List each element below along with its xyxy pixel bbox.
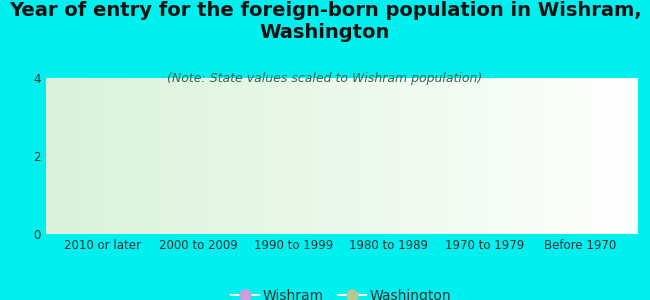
Text: (Note: State values scaled to Wishram population): (Note: State values scaled to Wishram po…	[168, 72, 482, 85]
Legend: Wishram, Washington: Wishram, Washington	[226, 283, 457, 300]
Bar	[484, 229, 518, 234]
Bar	[580, 225, 613, 234]
Bar	[294, 212, 327, 234]
Bar	[198, 209, 231, 234]
Bar	[164, 125, 198, 234]
Bar	[389, 219, 422, 234]
Text: Year of entry for the foreign-born population in Wishram,
Washington: Year of entry for the foreign-born popul…	[8, 2, 642, 43]
Bar	[103, 195, 136, 234]
Text: City-Data.com: City-Data.com	[545, 83, 619, 93]
